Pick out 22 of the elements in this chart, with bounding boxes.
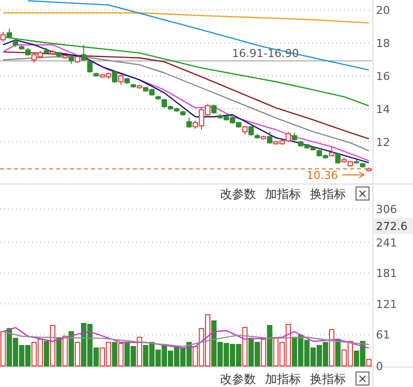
ytick: 306 [376,203,397,216]
text: 加指标 [265,372,301,386]
ytick: 12 [376,136,390,149]
ytick: 181 [376,267,397,280]
text: 换指标 [310,187,346,201]
ytick: 241 [376,236,397,250]
text: 换指标 [310,372,346,386]
ytick: 121 [376,298,397,311]
annotation: 272.6 [376,220,408,234]
ytick: 18 [376,36,390,50]
text: 加指标 [265,187,301,201]
text: 改参数 [220,372,256,386]
text: 改参数 [220,187,256,201]
ytick: 14 [376,102,390,116]
ref-line-label: 16.91-16.90 [232,46,299,60]
text: × [357,186,368,200]
ytick: 61 [376,328,390,342]
text: × [357,372,368,386]
ytick: 16 [376,70,390,83]
ytick: 20 [376,4,390,17]
ref-line-label: 10.36 [306,168,338,182]
ytick: 0 [376,360,383,373]
